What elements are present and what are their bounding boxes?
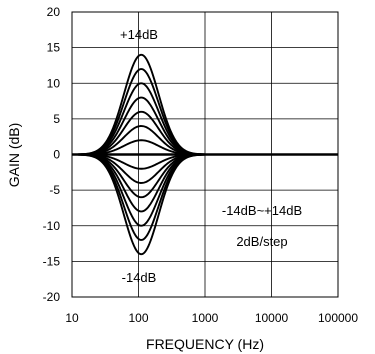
- y-tick-label-3: -5: [49, 183, 60, 197]
- y-tick-label-0: -20: [43, 290, 61, 304]
- annotation-bottom: -14dB: [122, 270, 157, 285]
- x-tick-label-4: 100000: [318, 311, 358, 325]
- y-tick-label-6: 10: [47, 76, 61, 90]
- annotation-top: +14dB: [120, 27, 158, 42]
- annotation-range: -14dB~+14dB: [222, 203, 302, 218]
- x-tick-label-0: 10: [65, 311, 79, 325]
- plot-frame: [71, 11, 339, 298]
- x-tick-labels: 10 100 1000 10000 100000: [65, 311, 358, 325]
- x-axis-label: FREQUENCY (Hz): [146, 336, 264, 352]
- y-tick-label-2: -10: [43, 219, 61, 233]
- y-tick-label-1: -15: [43, 254, 61, 268]
- y-tick-label-5: 5: [53, 112, 60, 126]
- y-tick-label-8: 20: [47, 5, 61, 19]
- gain-curves: [71, 53, 338, 256]
- y-axis-label: GAIN (dB): [6, 123, 22, 188]
- x-tick-label-1: 100: [128, 311, 148, 325]
- y-tick-label-4: 0: [53, 148, 60, 162]
- annotation-step: 2dB/step: [236, 234, 287, 249]
- y-tick-label-7: 15: [47, 41, 61, 55]
- y-tick-labels: -20 -15 -10 -5 0 5 10 15 20: [43, 5, 61, 304]
- x-tick-label-3: 10000: [255, 311, 289, 325]
- x-tick-label-2: 1000: [192, 311, 219, 325]
